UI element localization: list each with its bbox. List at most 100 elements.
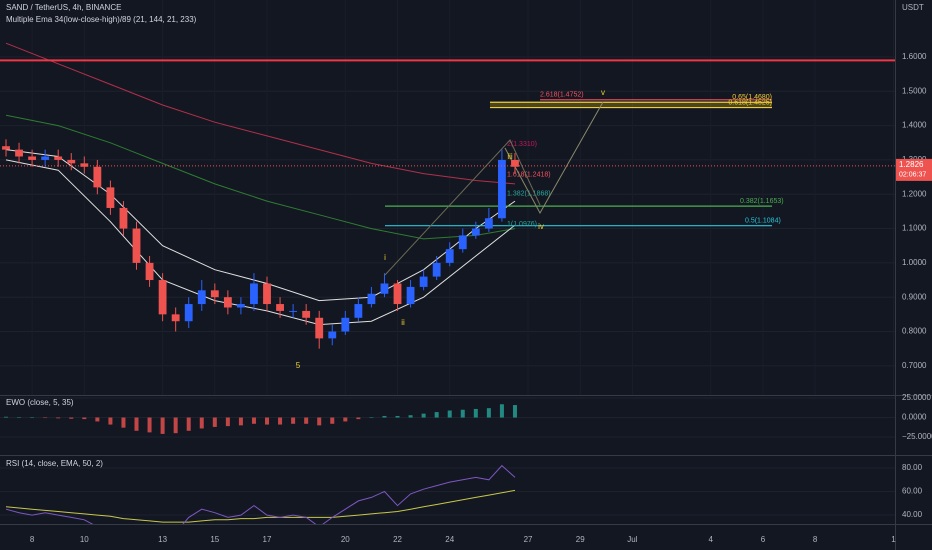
ewo-bar [356, 417, 361, 420]
ewo-bar [251, 417, 256, 424]
ewo-bar [69, 417, 74, 419]
y-tick-label: 0.9000 [902, 292, 927, 301]
ewo-bar [160, 417, 165, 434]
price-tag [896, 158, 932, 181]
ewo-bar [486, 408, 491, 418]
countdown: 02:06:37 [899, 172, 926, 179]
candle-body [498, 159, 506, 219]
ewo-bar [434, 412, 439, 418]
candle-body [145, 262, 154, 281]
candle-body [445, 249, 454, 263]
wave-label: 5 [296, 361, 301, 370]
candle-body [315, 317, 324, 339]
ewo-bar [304, 417, 309, 424]
x-tick-label: 13 [158, 535, 167, 544]
candle-body [197, 290, 206, 305]
ewo-pane [0, 397, 895, 438]
ewo-bar [473, 408, 478, 418]
indicator-title: Multiple Ema 34(low-close-high)/89 (21, … [6, 15, 197, 24]
wave-label: iv [538, 222, 544, 231]
candle-body [263, 283, 271, 305]
candle-body [184, 304, 193, 322]
candle-body [354, 304, 363, 318]
candle-body [289, 310, 298, 312]
ewo-bar [4, 416, 9, 418]
ewo-bar [395, 415, 400, 418]
fib-label: 0.618(1.4525) [728, 99, 772, 106]
candle-body [54, 156, 63, 160]
x-tick-label: 15 [210, 535, 219, 544]
y-tick-label: −25.0000 [902, 432, 932, 441]
y-tick-label: 60.00 [902, 487, 923, 496]
ewo-bar [173, 417, 178, 434]
candle-body [458, 235, 467, 250]
ewo-bar [95, 417, 100, 422]
ewo-bar [408, 415, 413, 418]
candle-body [67, 159, 76, 164]
x-tick-label: 20 [341, 535, 350, 544]
fib-label: 0.5(1.1084) [745, 218, 781, 225]
ewo-bar [82, 417, 87, 420]
rsi-pane [0, 464, 895, 524]
ewo-bar [512, 405, 517, 418]
projection [504, 101, 604, 215]
candle-body [106, 187, 115, 208]
ewo-bar [369, 417, 374, 419]
ewo-bar [447, 410, 452, 418]
fib-label: 2(1.3310) [507, 141, 537, 148]
ewo-bar [382, 415, 387, 418]
x-tick-label: Jul [627, 535, 637, 544]
fib-label: 1.618(1.2418) [507, 172, 551, 179]
ewo-bar [343, 417, 348, 422]
ewo-bar [460, 409, 465, 418]
y-tick-label: 1.0000 [902, 258, 927, 267]
ewo-bar [134, 417, 139, 431]
fib-label: 1.382(1.1868) [507, 191, 551, 198]
fib-label: 0.382(1.1653) [740, 198, 784, 205]
ewo-bar [212, 417, 217, 427]
candle-body [302, 310, 311, 318]
ewo-bar [43, 417, 48, 419]
candle-body [41, 156, 50, 160]
candle-body [210, 290, 219, 298]
ewo-bar [30, 417, 35, 419]
ewo-bar [330, 417, 335, 424]
ewo-bar [291, 417, 296, 424]
x-tick-label: 24 [445, 535, 454, 544]
candle-body [419, 276, 428, 287]
y-tick-label: 1.4000 [902, 121, 927, 130]
ewo-bar [265, 417, 270, 425]
candle-body [93, 166, 102, 188]
y-tick-label: 1.2000 [902, 189, 927, 198]
candle-body [15, 149, 23, 157]
candle-body [393, 283, 402, 305]
candle-body [471, 228, 480, 236]
fib-label: 2.618(1.4752) [540, 92, 584, 99]
axes: 0.70000.80000.90001.00001.10001.20001.30… [30, 52, 932, 544]
ewo-bar [56, 417, 61, 419]
price-tag-label: 1.2826 [899, 160, 924, 169]
candle-body [341, 317, 350, 332]
currency: USDT [902, 3, 924, 12]
y-tick-label: 1.5000 [902, 86, 927, 95]
ewo-bar [421, 413, 426, 418]
target-zone [490, 102, 772, 108]
ewo-bar [238, 417, 243, 426]
rsi-ema-line [5, 489, 516, 523]
candle-body [28, 156, 37, 160]
candle-body [276, 304, 284, 311]
y-tick-label: 25.0000 [902, 393, 931, 402]
y-tick-label: 40.00 [902, 510, 923, 519]
wave-label: iii [507, 152, 513, 161]
y-tick-label: 0.7000 [902, 361, 927, 370]
wave-channel [384, 139, 541, 276]
x-tick-label: 10 [80, 535, 89, 544]
candle-body [236, 304, 245, 308]
wave-label: v [601, 88, 605, 97]
x-tick-label: 27 [524, 535, 533, 544]
ewo-bar [225, 417, 230, 427]
x-tick-label: 1 [891, 535, 896, 544]
candle-body [406, 286, 415, 305]
ewo-bar [199, 417, 204, 429]
